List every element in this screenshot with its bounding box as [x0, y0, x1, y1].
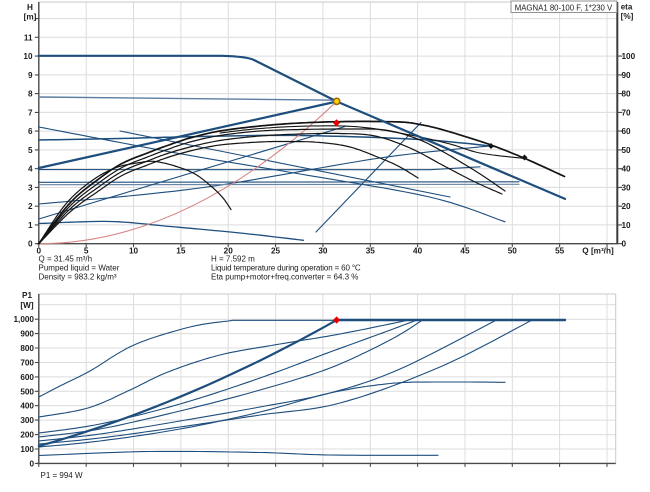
- svg-text:900: 900: [20, 330, 34, 339]
- svg-text:2: 2: [28, 202, 33, 211]
- svg-text:0: 0: [29, 459, 34, 468]
- svg-text:20: 20: [622, 202, 632, 211]
- svg-text:Liquid temperature during oper: Liquid temperature during operation = 60…: [211, 264, 361, 273]
- svg-text:MAGNA1 80-100 F, 1*230 V: MAGNA1 80-100 F, 1*230 V: [515, 3, 613, 12]
- svg-text:5: 5: [84, 247, 89, 256]
- svg-text:0: 0: [28, 240, 33, 249]
- svg-text:100: 100: [20, 445, 34, 454]
- svg-text:20: 20: [224, 247, 234, 256]
- svg-text:800: 800: [20, 344, 34, 353]
- svg-text:55: 55: [555, 247, 565, 256]
- svg-text:30: 30: [318, 247, 328, 256]
- svg-text:7: 7: [28, 108, 33, 117]
- svg-text:500: 500: [20, 387, 34, 396]
- svg-text:Density = 983.2 kg/m³: Density = 983.2 kg/m³: [39, 273, 117, 282]
- svg-text:0: 0: [622, 240, 627, 249]
- svg-text:40: 40: [413, 247, 423, 256]
- svg-text:P1: P1: [22, 291, 32, 300]
- svg-text:Q [m³/h]: Q [m³/h]: [582, 247, 614, 256]
- svg-text:Pumped liquid = Water: Pumped liquid = Water: [39, 264, 120, 273]
- svg-text:9: 9: [28, 71, 33, 80]
- svg-text:5: 5: [28, 146, 33, 155]
- svg-text:400: 400: [20, 402, 34, 411]
- svg-text:4: 4: [28, 165, 33, 174]
- svg-text:300: 300: [20, 416, 34, 425]
- svg-text:0: 0: [37, 247, 42, 256]
- svg-text:Q = 31.45 m³/h: Q = 31.45 m³/h: [39, 255, 93, 264]
- svg-text:25: 25: [271, 247, 281, 256]
- svg-text:1: 1: [28, 221, 33, 230]
- svg-text:3: 3: [28, 183, 33, 192]
- svg-text:H: H: [27, 3, 33, 12]
- svg-text:[W]: [W]: [20, 301, 33, 310]
- svg-text:60: 60: [622, 127, 632, 136]
- svg-text:40: 40: [622, 165, 632, 174]
- svg-text:H = 7.592 m: H = 7.592 m: [211, 255, 255, 264]
- svg-text:[%]: [%]: [621, 12, 634, 21]
- svg-text:11: 11: [24, 33, 33, 42]
- svg-text:700: 700: [20, 358, 34, 367]
- svg-text:80: 80: [622, 90, 632, 99]
- svg-text:70: 70: [622, 108, 632, 117]
- svg-text:600: 600: [20, 373, 34, 382]
- svg-text:[m]: [m]: [24, 13, 37, 22]
- svg-text:50: 50: [508, 247, 518, 256]
- svg-text:6: 6: [28, 127, 33, 136]
- svg-text:100: 100: [622, 52, 636, 61]
- svg-text:10: 10: [622, 221, 632, 230]
- svg-text:P1 = 994 W: P1 = 994 W: [41, 471, 83, 480]
- svg-text:Eta pump+motor+freq.converter: Eta pump+motor+freq.converter = 64.3 %: [211, 273, 358, 282]
- svg-text:15: 15: [176, 247, 186, 256]
- svg-text:35: 35: [366, 247, 376, 256]
- svg-text:50: 50: [622, 146, 632, 155]
- svg-text:45: 45: [460, 247, 470, 256]
- svg-text:90: 90: [622, 71, 632, 80]
- svg-text:8: 8: [28, 90, 33, 99]
- svg-text:1,000: 1,000: [14, 315, 35, 324]
- svg-text:10: 10: [23, 52, 33, 61]
- svg-text:200: 200: [20, 431, 34, 440]
- svg-text:10: 10: [129, 247, 139, 256]
- svg-text:eta: eta: [621, 3, 633, 12]
- svg-text:30: 30: [622, 183, 632, 192]
